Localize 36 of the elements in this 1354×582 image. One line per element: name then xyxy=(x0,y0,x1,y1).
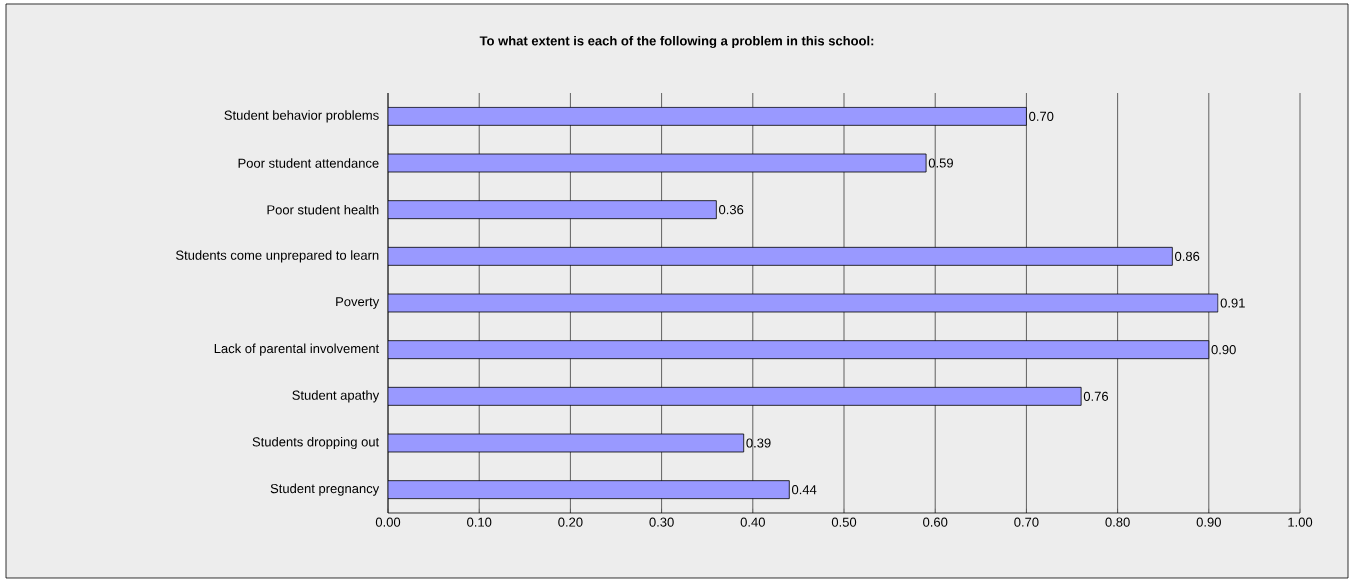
y-tick-label: Students come unprepared to learn xyxy=(176,250,379,263)
x-tick-label: 1.00 xyxy=(1288,517,1313,527)
y-tick-label: Student behavior problems xyxy=(224,110,379,123)
x-tick-label: 0.40 xyxy=(740,517,765,527)
y-tick-label: Student apathy xyxy=(292,390,380,403)
data-label: 0.90 xyxy=(1211,345,1236,355)
x-tick-label: 0.00 xyxy=(375,517,401,527)
bar xyxy=(388,340,1210,360)
bar xyxy=(388,246,1173,266)
data-label: 0.86 xyxy=(1175,251,1200,261)
x-tick-label: 0.60 xyxy=(923,517,948,527)
x-tick-label: 0.20 xyxy=(558,517,583,527)
x-tick-label: 0.30 xyxy=(649,517,674,527)
y-tick-label: Students dropping out xyxy=(252,436,380,450)
x-tick-label: 0.50 xyxy=(831,517,857,527)
y-tick-label: Student pregnancy xyxy=(270,483,380,496)
data-label: 0.91 xyxy=(1220,298,1245,308)
bar xyxy=(388,386,1082,406)
x-tick-label: 0.70 xyxy=(1014,517,1039,527)
data-label: 0.36 xyxy=(719,205,744,215)
y-tick-label: Poor student attendance xyxy=(238,158,379,168)
chart-title: To what extent is each of the following a problem in this school: xyxy=(479,35,874,49)
data-label: 0.70 xyxy=(1029,111,1054,121)
x-tick-label: 0.90 xyxy=(1196,517,1221,527)
bar xyxy=(388,106,1027,126)
y-tick-label: Poverty xyxy=(336,297,380,309)
bar xyxy=(388,200,717,220)
bar xyxy=(388,480,790,500)
data-label: 0.59 xyxy=(928,158,953,168)
data-label: 0.44 xyxy=(791,485,817,495)
x-tick-label: 0.80 xyxy=(1105,517,1130,527)
y-tick-label: Lack of parental involvement xyxy=(214,343,380,356)
data-label: 0.76 xyxy=(1083,391,1109,401)
data-label: 0.39 xyxy=(746,438,771,448)
y-tick-label: Poor student health xyxy=(267,204,379,215)
x-tick-label: 0.10 xyxy=(467,517,492,527)
